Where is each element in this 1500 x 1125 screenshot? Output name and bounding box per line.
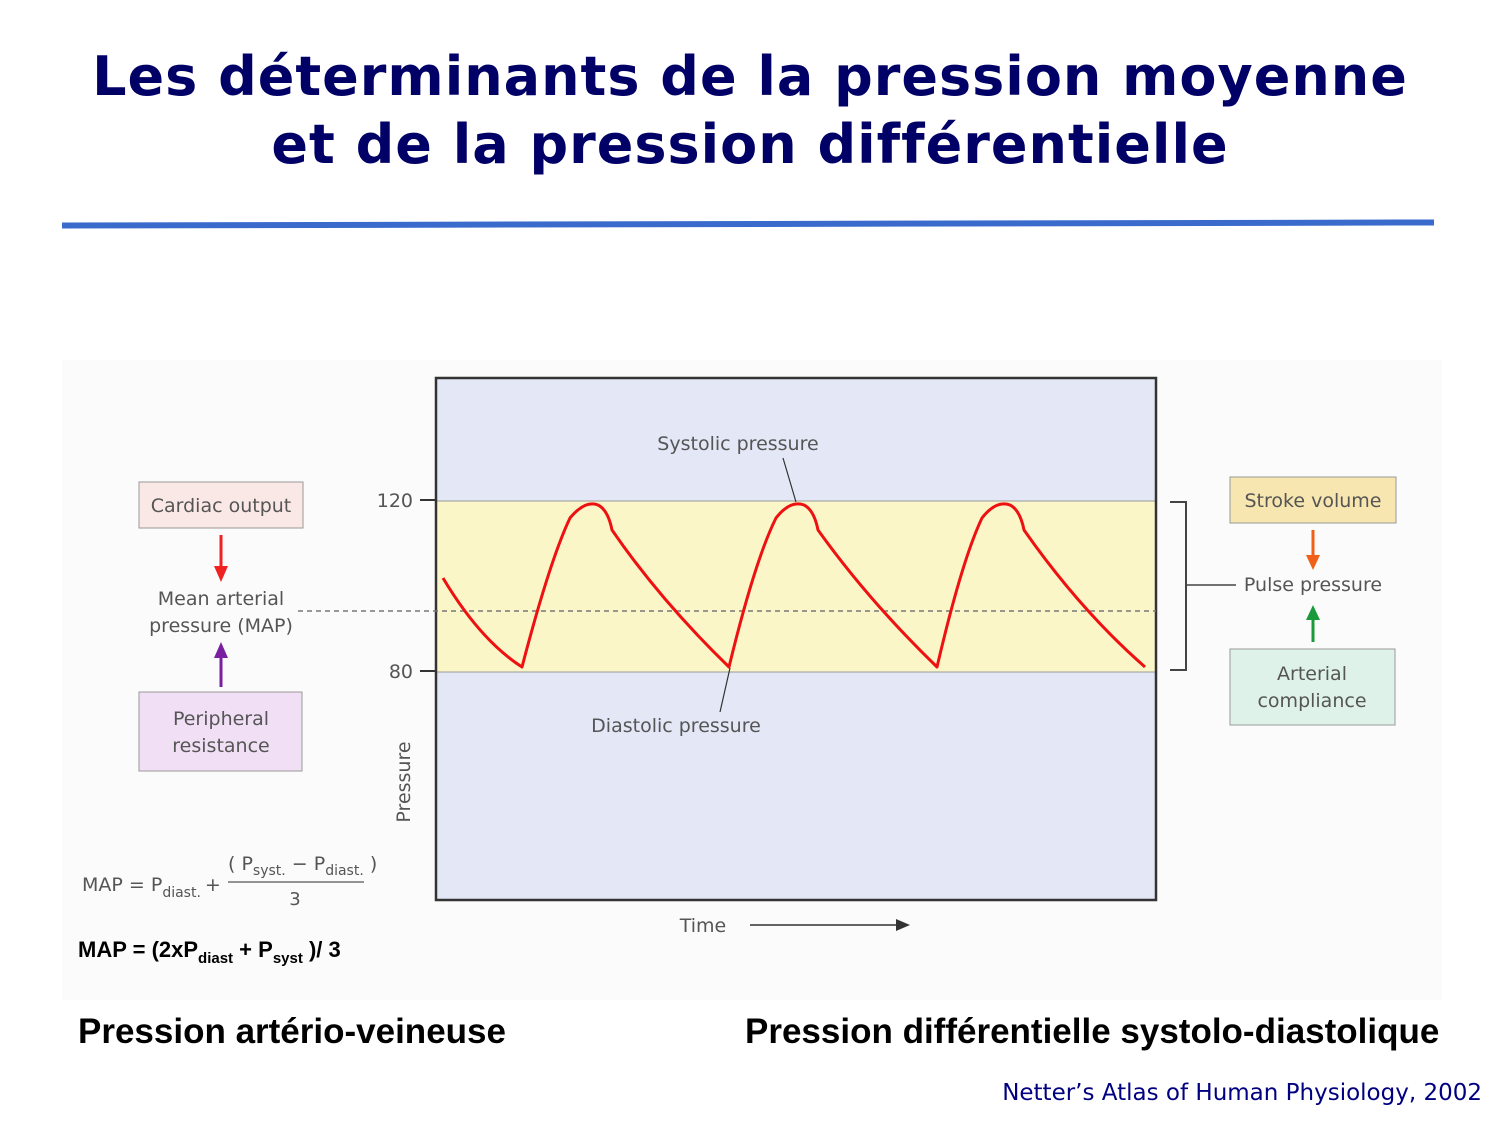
y-tick-80: 80 [389,661,413,683]
pulse-pressure-label: Pulse pressure [1244,574,1382,596]
pressure-waveform [441,502,1146,669]
peripheral-label-line1: Peripheral [173,708,269,730]
up-arrow-icon [1306,605,1320,620]
cardiac-output-label: Cardiac output [151,495,292,517]
map-formula-simplified: MAP = (2xPdiast + Psyst )/ 3 [78,937,341,967]
compliance-label-line2: compliance [1257,690,1366,712]
svg-text:MAP = Pdiast.+: MAP = Pdiast. + [82,874,221,901]
systolic-label: Systolic pressure [657,433,818,455]
up-arrow-icon [214,642,228,658]
down-arrow-icon [1306,555,1320,570]
pulse-pressure-band [436,501,1156,672]
x-axis-label: Time [679,915,727,937]
cardiac-output-box [138,481,304,529]
map-label-line2: pressure (MAP) [149,615,293,637]
title-divider [62,219,1434,229]
slide-title-line1: Les déterminants de la pression moyenne [92,45,1408,108]
svg-text:3: 3 [289,889,300,910]
peripheral-resistance-box [138,691,303,772]
y-axis-label: Pressure [393,741,415,822]
caption-left: Pression artério-veineuse [78,1012,506,1051]
peripheral-label-line2: resistance [172,735,269,757]
stroke-volume-label: Stroke volume [1245,490,1382,512]
svg-text:( Psyst. − Pdiast. ): ( Psyst. − Pdiast. ) [228,853,377,879]
pulse-pressure-bracket [1170,501,1187,671]
arterial-compliance-box [1229,648,1396,726]
map-formula-fraction: MAP = Pdiast. + ( Psyst. − Pdiast. ) 3 [82,853,377,910]
citation: Netter’s Atlas of Human Physiology, 2002 [1002,1080,1482,1106]
map-label-line1: Mean arterial [158,588,284,610]
slide-title-line2: et de la pression différentielle [271,113,1229,176]
down-arrow-icon [214,566,228,582]
time-arrow-icon [896,919,910,931]
stroke-volume-box [1229,476,1397,524]
y-tick-120: 120 [377,490,413,512]
physiology-figure: 120 80 Pressure Systolic pressure Diasto… [62,360,1442,1000]
compliance-label-line1: Arterial [1277,663,1347,685]
caption-right: Pression différentielle systolo-diastoli… [745,1012,1440,1051]
chart-frame [434,376,1158,902]
pressure-diagram: 120 80 Pressure Systolic pressure Diasto… [82,376,1397,937]
diastolic-label: Diastolic pressure [591,715,761,737]
